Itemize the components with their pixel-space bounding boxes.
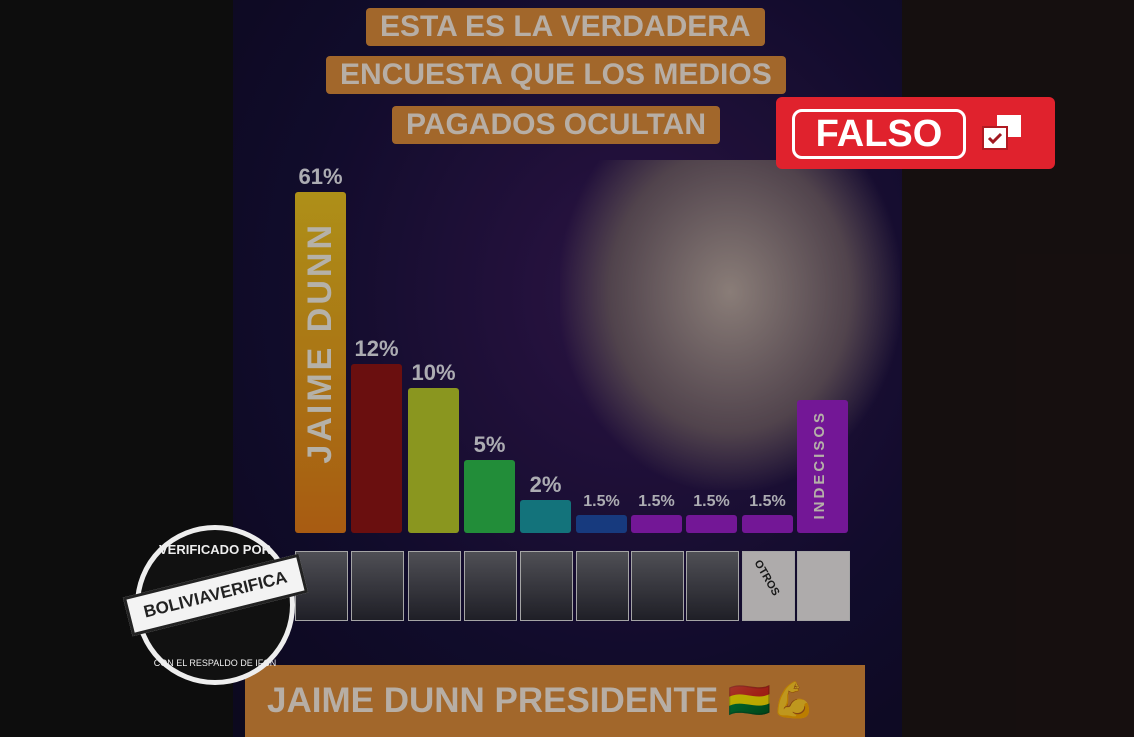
bar <box>686 515 737 533</box>
empty-photo-cell <box>797 551 850 621</box>
data-label: 1.5% <box>638 493 675 510</box>
bar <box>797 400 848 533</box>
data-label: 5% <box>473 432 506 457</box>
candidate-photo <box>351 551 404 621</box>
title-line-1: ESTA ES LA VERDADERA <box>366 8 765 46</box>
stamp-top-text: VERIFICADO POR <box>159 542 271 557</box>
candidate-photo <box>686 551 739 621</box>
data-label: 1.5% <box>749 493 786 510</box>
bar-text: INDECISOS <box>811 410 828 520</box>
candidate-portrait <box>560 160 900 490</box>
bar <box>351 364 402 533</box>
bar <box>520 500 571 533</box>
data-label: 2% <box>529 472 562 497</box>
photo-label: OTROS <box>751 558 782 598</box>
bar <box>295 192 346 533</box>
bar <box>576 515 627 533</box>
title-line-2: ENCUESTA QUE LOS MEDIOS <box>326 56 786 94</box>
bar <box>408 388 459 533</box>
empty-photo-cell: OTROS <box>742 551 795 621</box>
bar <box>631 515 682 533</box>
bar <box>742 515 793 533</box>
check-squares-icon <box>982 115 1021 150</box>
candidate-photo <box>520 551 573 621</box>
candidate-photo <box>576 551 629 621</box>
stamp-bottom-text: CON EL RESPALDO DE IFCN <box>153 658 277 668</box>
title-line-3: PAGADOS OCULTAN <box>392 106 720 144</box>
falso-label: FALSO <box>792 109 966 159</box>
data-label: 1.5% <box>693 493 730 510</box>
candidate-photo <box>631 551 684 621</box>
bottom-banner: JAIME DUNN PRESIDENTE 🇧🇴💪 <box>245 665 865 737</box>
candidate-photo <box>464 551 517 621</box>
falso-badge: FALSO <box>776 97 1055 169</box>
data-label: 12% <box>354 336 399 361</box>
data-label: 61% <box>298 164 343 189</box>
data-label: 1.5% <box>583 493 620 510</box>
banner-text: JAIME DUNN PRESIDENTE <box>267 681 719 720</box>
bar <box>464 460 515 533</box>
candidate-photo <box>408 551 461 621</box>
bar-text: JAIME DUNN <box>301 222 339 464</box>
bolivia-flag-muscle-emoji: 🇧🇴💪 <box>727 681 816 720</box>
data-label: 10% <box>411 360 456 385</box>
